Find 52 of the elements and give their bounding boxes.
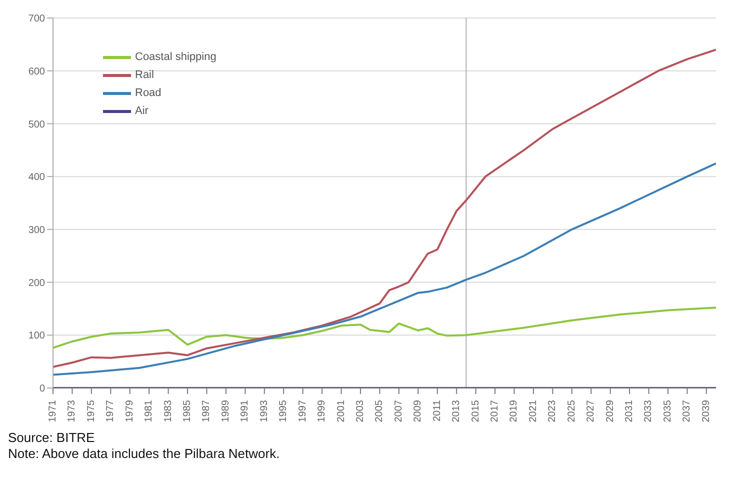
- x-tick-label: 2015: [470, 400, 482, 422]
- x-tick-label: 1977: [105, 400, 116, 422]
- x-tick-label: 1973: [66, 400, 78, 422]
- y-tick-label: 400: [28, 172, 46, 184]
- x-tick-label: 2031: [624, 400, 636, 422]
- x-tick-label: 2039: [700, 400, 712, 422]
- y-tick-label: 300: [28, 224, 46, 236]
- y-tick-label: 100: [28, 330, 46, 342]
- x-tick-label: 1975: [86, 400, 97, 422]
- x-tick-label: 2017: [490, 400, 500, 422]
- y-tick-label: 200: [28, 278, 46, 289]
- y-tick-label: 700: [28, 14, 46, 25]
- y-tick-label: 500: [28, 119, 46, 130]
- x-tick-label: 1971: [48, 400, 58, 422]
- x-tick-label: 2011: [432, 400, 443, 422]
- x-tick-label: 2005: [374, 400, 386, 422]
- x-tick-label: 2023: [547, 400, 558, 422]
- x-tick-label: 2013: [451, 400, 462, 422]
- x-tick-label: 1995: [278, 400, 290, 422]
- x-tick-label: 2003: [354, 400, 366, 422]
- y-tick-label: 0: [39, 384, 46, 395]
- x-tick-label: 1985: [182, 400, 194, 422]
- x-tick-label: 1989: [220, 400, 232, 422]
- x-tick-label: 1983: [162, 400, 174, 422]
- x-tick-label: 2035: [662, 400, 674, 422]
- x-tick-label: 1981: [144, 400, 155, 422]
- x-tick-label: 1991: [240, 400, 251, 422]
- legend-label: Coastal shipping: [135, 50, 216, 65]
- x-tick-label: 2021: [528, 400, 539, 422]
- x-tick-label: 2007: [393, 400, 404, 422]
- x-tick-label: 1997: [297, 400, 308, 422]
- y-tick-label: 600: [28, 66, 46, 78]
- text: Note: Above data includes the Pilbara Network.: [8, 446, 281, 462]
- line-series: [53, 48, 716, 368]
- x-tick-label: 2033: [643, 400, 654, 422]
- source-note: Source: BITRE: [8, 430, 96, 446]
- x-tick-label: 1993: [258, 400, 270, 422]
- x-tick-label: 2029: [604, 400, 616, 422]
- line-series: [53, 162, 716, 376]
- x-tick-label: 1999: [316, 400, 328, 422]
- x-tick-label: 2019: [508, 400, 520, 422]
- x-tick-label: 1979: [124, 400, 136, 422]
- legend-label: Air: [135, 104, 148, 119]
- legend-label: Road: [135, 86, 162, 101]
- x-tick-label: 2037: [682, 400, 693, 422]
- line-series: [53, 306, 716, 349]
- x-tick-label: 2025: [566, 400, 578, 422]
- x-tick-label: 2027: [586, 400, 597, 422]
- legend-label: Rail: [135, 68, 154, 83]
- x-tick-label: 1987: [201, 400, 212, 422]
- x-tick-label: 2001: [336, 400, 347, 422]
- x-tick-label: 2009: [412, 400, 424, 422]
